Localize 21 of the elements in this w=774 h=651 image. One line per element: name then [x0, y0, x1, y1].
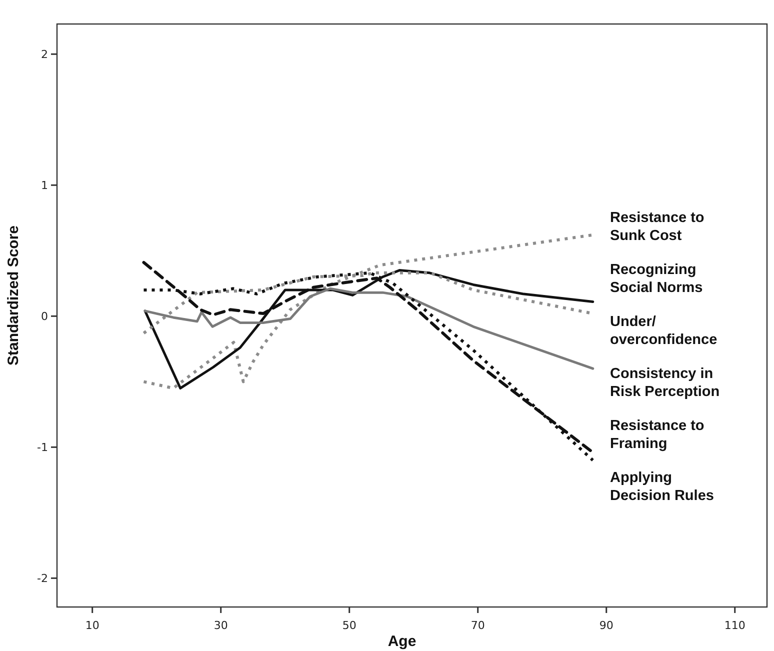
y-tick-label: 0	[41, 310, 48, 324]
x-axis-title: Age	[388, 633, 416, 650]
line-series	[142, 233, 594, 390]
series-label: Resistance to Framing	[610, 418, 704, 452]
y-tick-label: -2	[37, 572, 48, 586]
x-tick-label: 10	[85, 619, 100, 632]
series-label: Consistency in Risk Perception	[610, 366, 720, 400]
y-tick-label: 2	[41, 48, 48, 61]
x-tick-label: 70	[470, 619, 485, 632]
series-label: Under/ overconfidence	[610, 314, 718, 348]
x-tick-label: 30	[214, 619, 228, 632]
series-label: Applying Decision Rules	[610, 470, 714, 504]
x-tick-label: 90	[599, 619, 614, 632]
y-axis-title: Standardized Score	[5, 225, 22, 366]
series-label: Recognizing Social Norms	[610, 262, 703, 296]
x-tick-label: 110	[724, 619, 746, 632]
y-tick-label: -1	[37, 441, 48, 454]
line-series	[144, 287, 594, 370]
y-tick-label: 1	[41, 178, 48, 192]
x-tick-label: 50	[342, 619, 356, 632]
series-label: Resistance to Sunk Cost	[610, 210, 704, 244]
